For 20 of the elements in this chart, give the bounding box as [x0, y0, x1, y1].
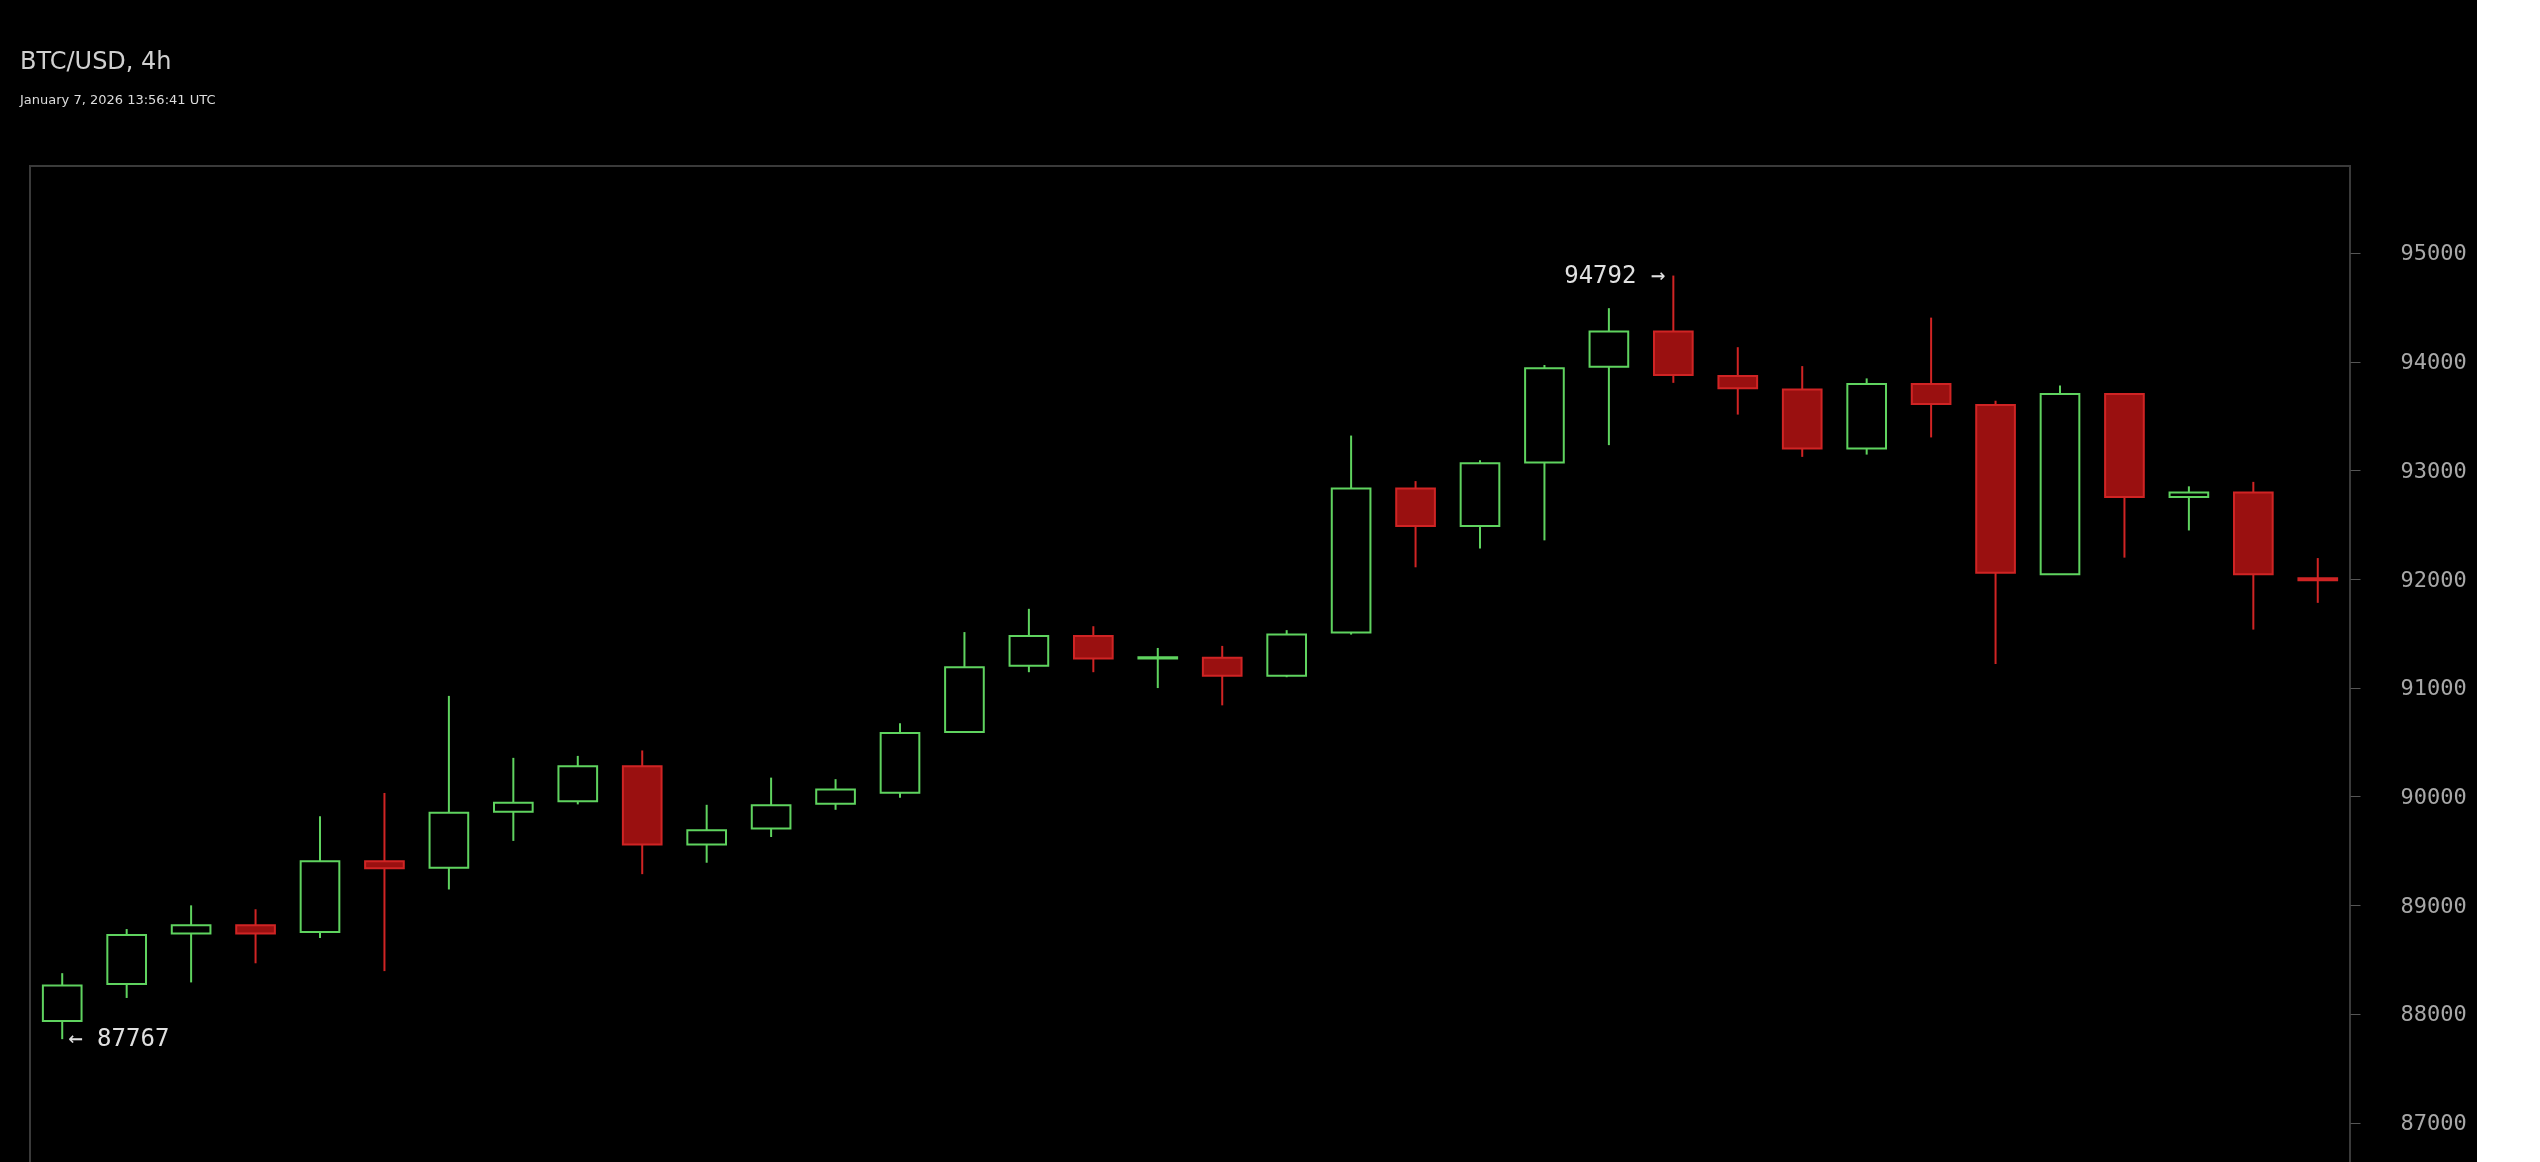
- y-tick-label: 91000: [2400, 675, 2467, 701]
- candlestick: [493, 756, 534, 842]
- annotation: 94792 →: [1564, 260, 1666, 289]
- y-tick-label: 89000: [2400, 892, 2467, 918]
- y-tick-label: 87000: [2400, 1110, 2467, 1136]
- annotation: ← 87767: [68, 1024, 170, 1053]
- y-tick-label: 88000: [2400, 1001, 2467, 1027]
- y-tick-label: 94000: [2400, 349, 2467, 375]
- chart-title: BTC/USD, 4h: [20, 47, 172, 75]
- candlestick: [364, 791, 405, 973]
- y-tick-label: 95000: [2400, 240, 2467, 266]
- candlestick: [235, 908, 276, 965]
- y-tick-label: 93000: [2400, 457, 2467, 483]
- candlestick: [2168, 485, 2210, 532]
- y-tick-label: 92000: [2400, 566, 2467, 592]
- text: January 7, 2026 13:56:41 UTC: [19, 92, 216, 107]
- candlestick: [2297, 557, 2339, 604]
- y-tick-label: 90000: [2400, 783, 2467, 809]
- candlestick: [170, 904, 212, 984]
- candlestick: [1137, 646, 1179, 690]
